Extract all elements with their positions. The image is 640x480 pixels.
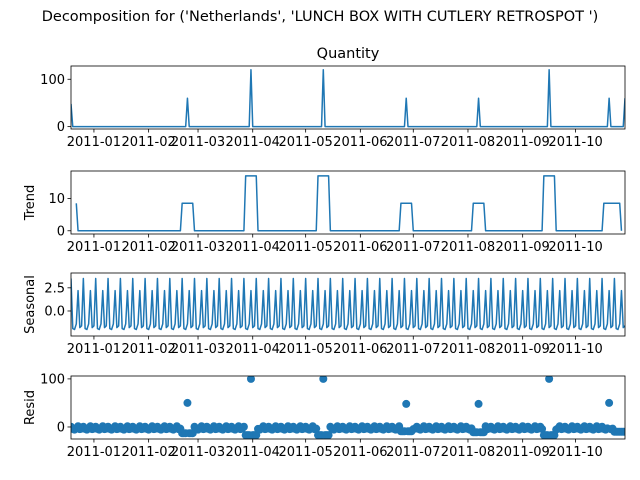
x-tick-label: 2011-01 — [67, 342, 121, 357]
x-tick-label: 2011-10 — [548, 240, 602, 255]
y-tick-label: 2.5 — [44, 281, 65, 296]
residual-point — [319, 376, 328, 383]
trend-series-line — [75, 175, 623, 232]
seasonal-series-line — [71, 277, 625, 331]
x-tick-label: 2011-07 — [386, 342, 440, 357]
residual-point — [545, 376, 554, 383]
y-axis-label: Resid — [23, 390, 38, 425]
x-tick-label: 2011-02 — [121, 240, 175, 255]
x-tick-label: 2011-09 — [496, 135, 550, 150]
x-tick-label: 2011-10 — [548, 342, 602, 357]
x-tick-label: 2011-10 — [548, 445, 602, 460]
y-tick-label: 100 — [40, 73, 65, 88]
x-tick-label: 2011-08 — [441, 342, 495, 357]
x-tick-label: 2011-04 — [226, 342, 280, 357]
plot-area — [71, 69, 625, 128]
x-tick-label: 2011-04 — [226, 135, 280, 150]
x-tick-label: 2011-01 — [67, 445, 121, 460]
residual-points — [71, 376, 625, 439]
x-tick-label: 2011-02 — [121, 342, 175, 357]
x-tick-label: 2011-02 — [121, 445, 175, 460]
x-tick-label: 2011-07 — [386, 240, 440, 255]
axes-frame — [70, 65, 626, 130]
x-tick-label: 2011-06 — [333, 342, 387, 357]
residual-point — [605, 398, 614, 407]
x-tick-label: 2011-02 — [121, 135, 175, 150]
y-tick-label: 0.0 — [44, 304, 65, 319]
x-tick-label: 2011-04 — [226, 445, 280, 460]
y-tick-label: 0 — [57, 120, 65, 135]
x-tick-label: 2011-06 — [333, 240, 387, 255]
subplot-title: Quantity — [317, 46, 380, 62]
plot-area — [75, 175, 623, 232]
residual-point — [621, 427, 625, 436]
residual-point — [324, 431, 333, 439]
x-tick-label: 2011-09 — [496, 445, 550, 460]
x-tick-label: 2011-08 — [441, 240, 495, 255]
x-tick-label: 2011-03 — [171, 135, 225, 150]
residual-point — [474, 399, 483, 408]
x-tick-label: 2011-03 — [171, 240, 225, 255]
residual-point — [246, 376, 255, 383]
x-tick-label: 2011-03 — [171, 445, 225, 460]
residual-point — [239, 422, 248, 431]
x-tick-label: 2011-04 — [226, 240, 280, 255]
figure-suptitle: Decomposition for ('Netherlands', 'LUNCH… — [42, 9, 599, 25]
y-tick-label: 0 — [57, 224, 65, 239]
y-tick-label: 10 — [48, 192, 65, 207]
y-axis-label: Trend — [23, 185, 38, 222]
x-tick-label: 2011-08 — [441, 445, 495, 460]
x-tick-label: 2011-07 — [386, 135, 440, 150]
x-tick-label: 2011-10 — [548, 135, 602, 150]
residual-point — [312, 424, 321, 433]
x-tick-label: 2011-05 — [278, 240, 332, 255]
x-tick-label: 2011-06 — [333, 135, 387, 150]
x-tick-label: 2011-05 — [278, 135, 332, 150]
y-tick-label: 0 — [57, 420, 65, 435]
x-tick-label: 2011-01 — [67, 135, 121, 150]
x-tick-label: 2011-05 — [278, 445, 332, 460]
axes-frame — [70, 272, 626, 337]
y-axis-label: Seasonal — [23, 275, 38, 334]
axes-frame — [70, 170, 626, 235]
residual-point — [183, 398, 192, 407]
x-tick-label: 2011-09 — [496, 342, 550, 357]
plot-area — [71, 277, 625, 331]
x-tick-label: 2011-07 — [386, 445, 440, 460]
x-tick-label: 2011-06 — [333, 445, 387, 460]
plot-area — [71, 376, 625, 439]
quantity-series-line — [71, 69, 625, 128]
x-tick-label: 2011-01 — [67, 240, 121, 255]
x-tick-label: 2011-03 — [171, 342, 225, 357]
x-tick-label: 2011-08 — [441, 135, 495, 150]
x-tick-label: 2011-09 — [496, 240, 550, 255]
y-tick-label: 100 — [40, 372, 65, 387]
x-tick-label: 2011-05 — [278, 342, 332, 357]
axes-frame — [70, 375, 626, 440]
residual-point — [538, 424, 547, 433]
residual-point — [402, 399, 411, 408]
